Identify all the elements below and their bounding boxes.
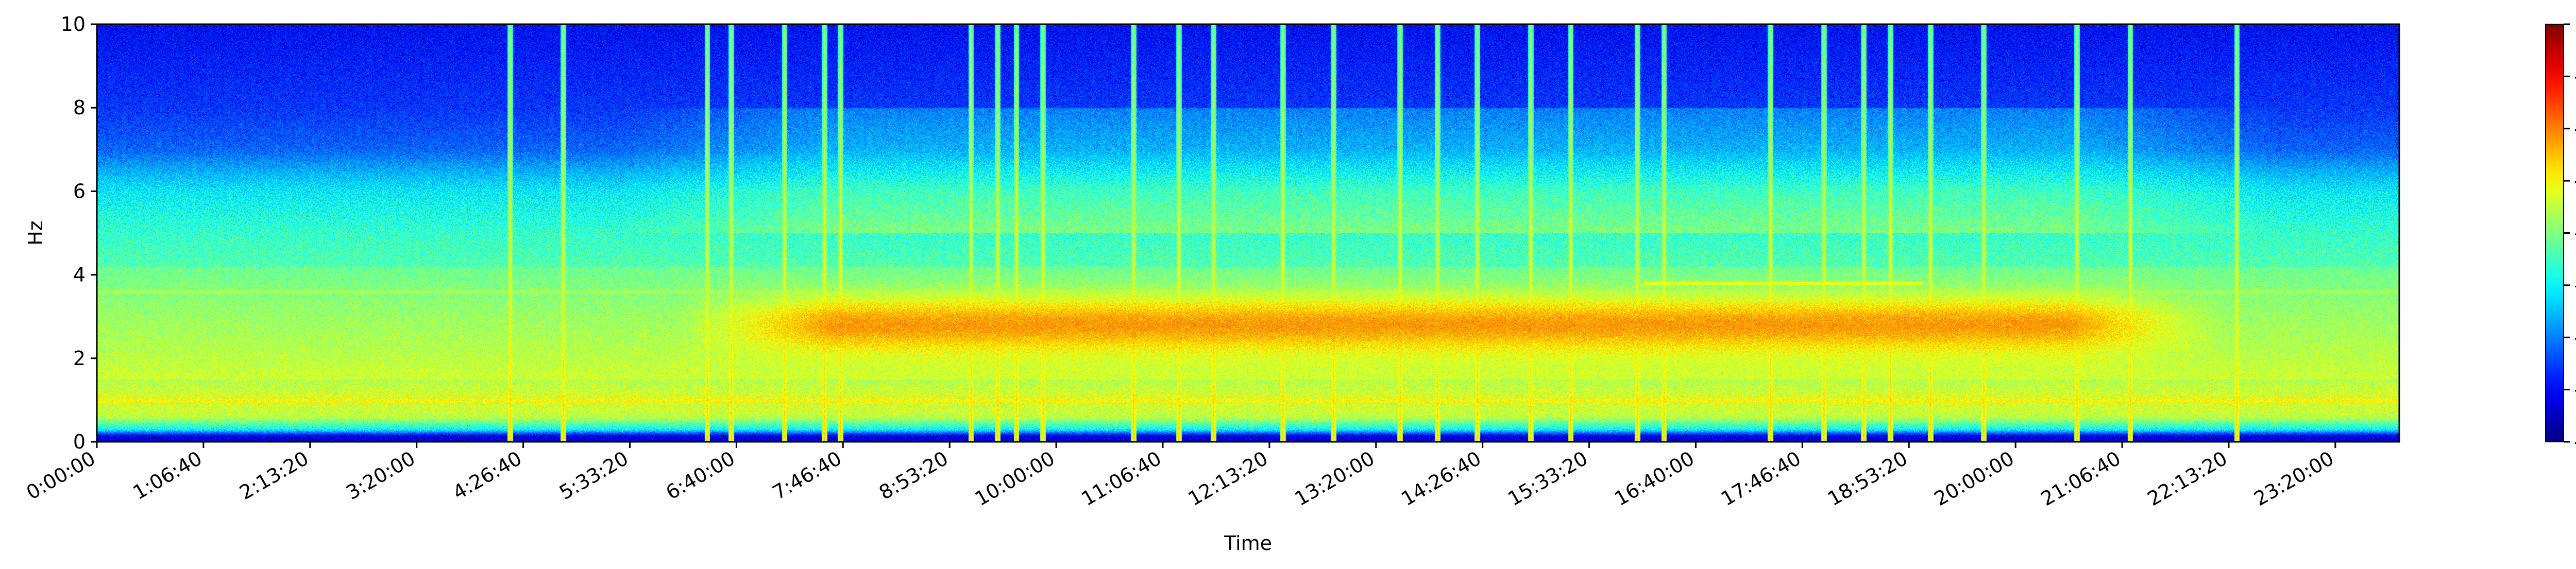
x-tick-label: 23:20:00 (2250, 447, 2338, 510)
x-tick-label: 2:13:20 (235, 447, 312, 504)
axes-frame (96, 23, 2400, 443)
colorbar-tick-label: -40 dB (2574, 222, 2576, 245)
x-tick-label: 11:06:40 (1078, 447, 1165, 510)
y-tick-label: 10 (61, 13, 86, 36)
x-tick-label: 14:26:40 (1397, 447, 1485, 510)
y-axis: 0 2 4 6 8 10 (61, 13, 97, 453)
x-tick-label: 22:13:20 (2144, 447, 2231, 510)
x-tick-label: 20:00:00 (1930, 447, 2018, 510)
y-axis-label: Hz (24, 220, 47, 246)
x-tick-label: 18:53:20 (1824, 447, 1911, 510)
x-tick-label: 0:00:00 (23, 447, 99, 504)
y-tick-label: 2 (73, 347, 86, 370)
spectrogram-heatmap (97, 24, 2399, 442)
x-tick-label: 16:40:00 (1611, 447, 1698, 510)
x-tick-label: 21:06:40 (2037, 447, 2125, 510)
x-tick-label: 1:06:40 (129, 447, 206, 504)
x-tick-label: 3:20:00 (342, 447, 419, 504)
x-tick-label: 4:26:40 (449, 447, 526, 504)
x-tick-label: 15:33:20 (1504, 447, 1591, 510)
colorbar-tick-label: +0 dB (2574, 13, 2576, 36)
x-tick-label: 6:40:00 (662, 447, 739, 504)
y-tick-label: 4 (73, 264, 86, 286)
x-tick-label: 13:20:00 (1291, 447, 1378, 510)
x-tick-label: 12:13:20 (1184, 447, 1272, 510)
x-tick-label: 7:46:40 (769, 447, 845, 504)
colorbar-tick-label: -60 dB (2574, 326, 2576, 349)
x-tick-label: 8:53:20 (875, 447, 952, 504)
x-axis: 0:00:00 1:06:40 2:13:20 3:20:00 4:26:40 5:33:… (23, 442, 2338, 510)
colorbar-tick-label: -80 dB (2574, 430, 2576, 453)
x-tick-label: 10:00:00 (971, 447, 1059, 510)
colorbar-tick-label: -50 dB (2574, 274, 2576, 297)
colorbar-gradient (2545, 24, 2564, 442)
y-tick-label: 8 (73, 96, 86, 119)
x-axis-label: Time (1224, 532, 1272, 555)
colorbar-tick-label: -10 dB (2574, 65, 2576, 88)
y-tick-label: 6 (73, 180, 86, 202)
x-tick-label: 5:33:20 (555, 447, 632, 504)
colorbar: +0 dB -10 dB -20 dB -30 dB -40 dB -50 dB -60 d… (2545, 13, 2576, 453)
colorbar-tick-label: -20 dB (2574, 117, 2576, 140)
colorbar-tick-label: -70 dB (2574, 378, 2576, 401)
colorbar-tick-label: -30 dB (2574, 169, 2576, 192)
y-tick-label: 0 (73, 430, 86, 453)
x-tick-label: 17:46:40 (1717, 447, 1805, 510)
plot-area (97, 24, 2399, 442)
